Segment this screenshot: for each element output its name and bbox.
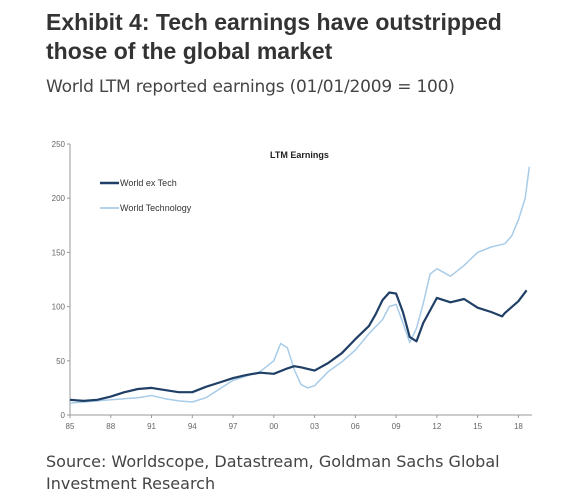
x-tick-label: 85 — [66, 422, 75, 431]
y-tick-label: 150 — [52, 248, 66, 257]
series-line-0 — [69, 289, 528, 402]
y-tick-label: 50 — [56, 357, 65, 366]
y-tick-label: 100 — [52, 303, 66, 312]
y-tick-label: 250 — [52, 140, 66, 149]
x-tick-label: 18 — [514, 422, 523, 431]
series-line-1 — [69, 166, 531, 404]
y-tick-label: 200 — [52, 194, 66, 203]
x-tick-label: 09 — [392, 422, 401, 431]
legend-label: World Technology — [120, 203, 192, 213]
x-tick-label: 94 — [188, 422, 197, 431]
exhibit-subtitle: World LTM reported earnings (01/01/2009 … — [46, 77, 455, 97]
legend-label: World ex Tech — [120, 178, 177, 188]
x-tick-label: 91 — [147, 422, 156, 431]
chart-series — [69, 166, 531, 404]
x-tick-label: 88 — [106, 422, 115, 431]
x-tick-label: 12 — [432, 422, 441, 431]
x-tick-label: 00 — [269, 422, 278, 431]
x-tick-label: 15 — [473, 422, 482, 431]
x-tick-label: 97 — [229, 422, 238, 431]
chart-title: LTM Earnings — [270, 150, 329, 160]
exhibit-source: Source: Worldscope, Datastream, Goldman … — [46, 452, 500, 493]
chart-legend: World ex Tech World Technology — [100, 178, 192, 213]
exhibit-title: Exhibit 4: Tech earnings have outstrippe… — [46, 9, 502, 64]
chart-axes: 0 50 100 150 200 250 85 88 91 94 97 00 03 06 09 12 15 18 — [52, 140, 532, 431]
x-tick-label: 06 — [351, 422, 360, 431]
y-tick-label: 0 — [61, 411, 66, 420]
x-tick-label: 03 — [310, 422, 319, 431]
